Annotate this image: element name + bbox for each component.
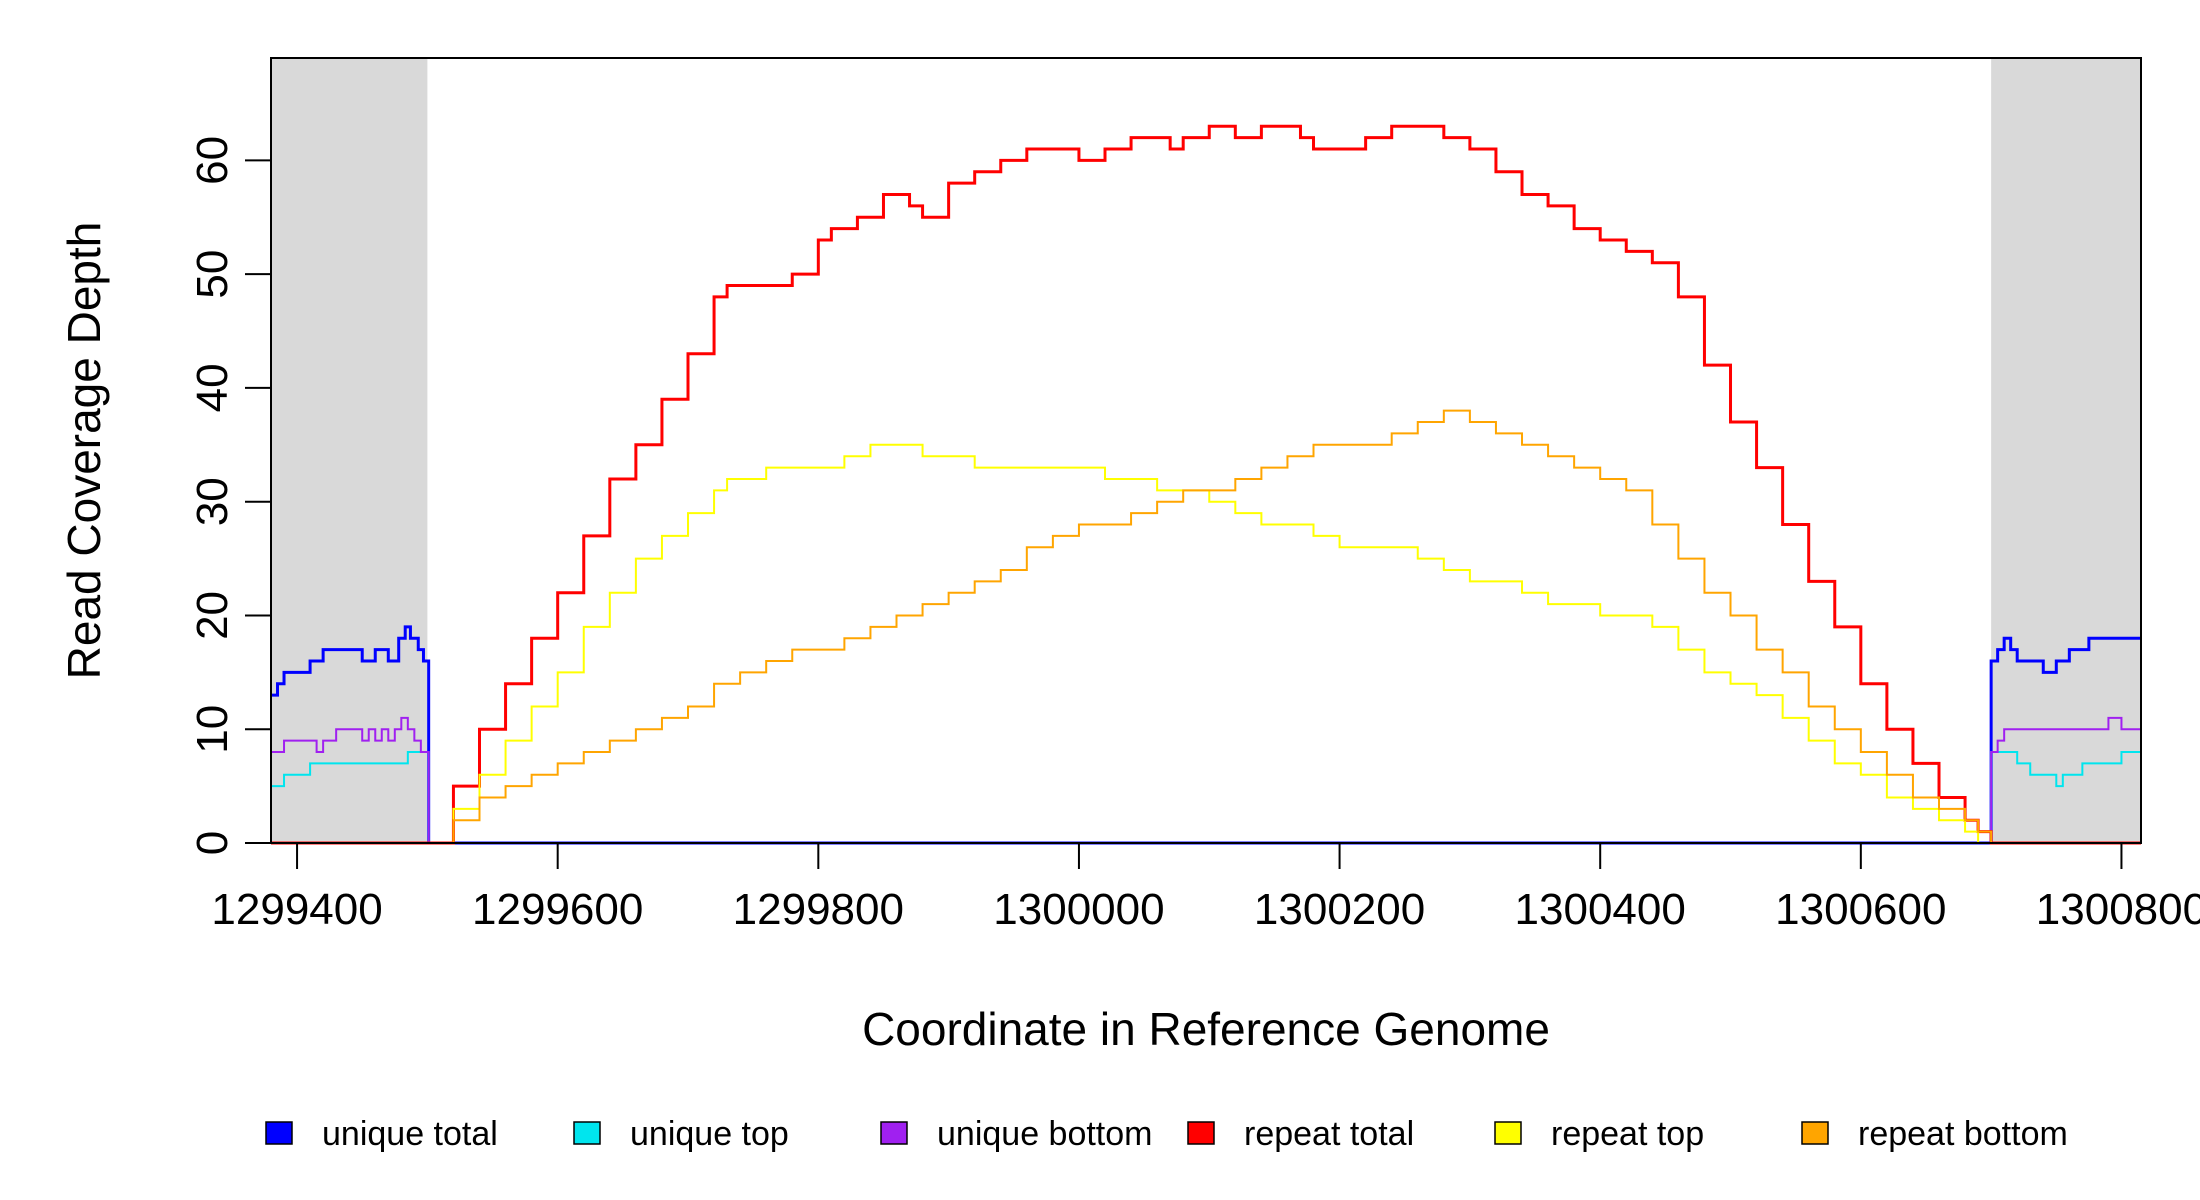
legend-label: repeat top bbox=[1551, 1115, 1704, 1153]
y-tick-label: 20 bbox=[188, 591, 237, 640]
y-tick-label: 50 bbox=[188, 250, 237, 299]
series-line-repeat-top bbox=[271, 443, 2141, 844]
y-tick-label: 10 bbox=[188, 705, 237, 754]
legend: unique total unique top unique bottom repea… bbox=[265, 1115, 2068, 1153]
x-tick-label: 1300400 bbox=[1515, 885, 1686, 934]
legend-swatch bbox=[573, 1121, 601, 1145]
series-lines bbox=[271, 124, 2141, 845]
legend-swatch bbox=[1187, 1121, 1215, 1145]
legend-label: unique total bbox=[322, 1115, 498, 1153]
legend-label: unique bottom bbox=[937, 1115, 1153, 1153]
series-line-unique-total bbox=[271, 625, 2141, 845]
legend-swatch bbox=[880, 1121, 908, 1145]
x-axis: 1299400 1299600 1299800 1300000 1300200 13004… bbox=[211, 842, 2200, 934]
x-tick-label: 1299600 bbox=[472, 885, 643, 934]
series-line-repeat-total bbox=[271, 124, 2141, 845]
y-tick-label: 60 bbox=[188, 136, 237, 185]
shaded-region-1 bbox=[1991, 58, 2141, 843]
x-tick-label: 1299400 bbox=[211, 885, 382, 934]
legend-label: unique top bbox=[630, 1115, 789, 1153]
y-tick-label: 0 bbox=[188, 831, 237, 855]
legend-label: repeat total bbox=[1244, 1115, 1414, 1153]
legend-item: unique top bbox=[573, 1115, 789, 1153]
y-axis: 0 10 20 30 40 50 60 bbox=[188, 136, 272, 855]
legend-item: unique total bbox=[265, 1115, 498, 1153]
series-line-unique-bottom bbox=[271, 716, 2141, 844]
x-tick-label: 1300800 bbox=[2036, 885, 2200, 934]
y-tick-label: 40 bbox=[188, 363, 237, 412]
legend-swatch bbox=[265, 1121, 293, 1145]
legend-item: unique bottom bbox=[880, 1115, 1153, 1153]
shaded-region-0 bbox=[271, 58, 428, 843]
legend-item: repeat bottom bbox=[1801, 1115, 2068, 1153]
shaded-regions bbox=[271, 58, 2141, 843]
legend-item: repeat total bbox=[1187, 1115, 1414, 1153]
x-tick-label: 1299800 bbox=[733, 885, 904, 934]
x-tick-label: 1300600 bbox=[1775, 885, 1946, 934]
legend-swatch bbox=[1494, 1121, 1522, 1145]
series-line-repeat-bottom bbox=[271, 409, 2141, 844]
legend-label: repeat bottom bbox=[1858, 1115, 2068, 1153]
x-tick-label: 1300200 bbox=[1254, 885, 1425, 934]
y-tick-label: 30 bbox=[188, 477, 237, 526]
legend-swatch bbox=[1801, 1121, 1829, 1145]
x-axis-title: Coordinate in Reference Genome bbox=[862, 1003, 1550, 1055]
y-axis-title: Read Coverage Depth bbox=[58, 222, 110, 680]
x-tick-label: 1300000 bbox=[993, 885, 1164, 934]
plot-frame bbox=[270, 57, 2142, 844]
legend-item: repeat top bbox=[1494, 1115, 1704, 1153]
